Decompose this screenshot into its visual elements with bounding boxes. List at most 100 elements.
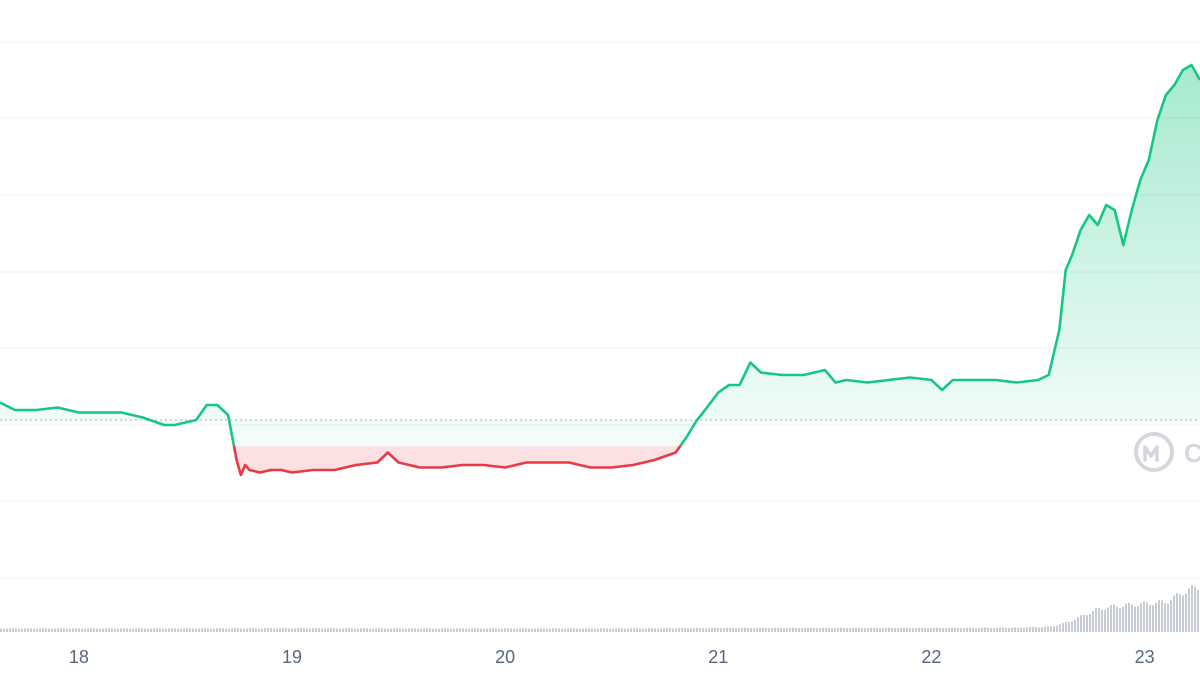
volume-bar [438, 628, 440, 632]
volume-bar [135, 628, 137, 632]
volume-bar [27, 628, 29, 632]
volume-bar [780, 627, 782, 632]
volume-bar [744, 627, 746, 632]
volume-bar [237, 628, 239, 632]
volume-bar [684, 628, 686, 632]
volume-bar [762, 627, 764, 632]
volume-bar [750, 628, 752, 632]
volume-bar [996, 627, 998, 632]
volume-bar [1113, 604, 1115, 632]
volume-bar [1107, 607, 1109, 632]
volume-bar [1074, 619, 1076, 632]
volume-bar [846, 628, 848, 632]
volume-bar [129, 628, 131, 632]
volume-bar [963, 628, 965, 632]
volume-bar [1197, 590, 1199, 632]
volume-bar [729, 627, 731, 632]
volume-bar [258, 628, 260, 632]
volume-bars [0, 585, 1199, 632]
volume-bar [210, 628, 212, 632]
volume-bar [306, 628, 308, 632]
volume-bar [57, 628, 59, 632]
volume-bar [681, 627, 683, 632]
volume-bar [561, 628, 563, 632]
volume-bar [660, 628, 662, 632]
volume-bar [585, 628, 587, 632]
volume-bar [537, 628, 539, 632]
volume-bar [687, 628, 689, 632]
volume-bar [1053, 626, 1055, 632]
volume-bar [948, 627, 950, 632]
volume-bar [339, 628, 341, 632]
volume-bar [957, 628, 959, 632]
volume-bar [315, 628, 317, 632]
volume-bar [273, 628, 275, 632]
volume-bar [897, 628, 899, 632]
volume-bar [477, 628, 479, 632]
volume-bar [747, 627, 749, 632]
volume-bar [855, 627, 857, 632]
volume-bar [765, 628, 767, 632]
volume-bar [123, 628, 125, 632]
volume-bar [255, 628, 257, 632]
volume-bar [30, 628, 32, 632]
volume-bar [984, 627, 986, 632]
volume-bar [621, 628, 623, 632]
volume-bar [297, 628, 299, 632]
volume-bar [378, 628, 380, 632]
volume-bar [105, 628, 107, 632]
volume-bar [531, 628, 533, 632]
volume-bar [876, 627, 878, 632]
volume-bar [606, 628, 608, 632]
volume-bar [900, 628, 902, 632]
volume-bar [549, 628, 551, 632]
volume-bar [495, 628, 497, 632]
volume-bar [396, 628, 398, 632]
volume-bar [591, 628, 593, 632]
volume-bar [837, 627, 839, 632]
x-tick-label: 23 [1135, 647, 1155, 667]
volume-bar [993, 628, 995, 632]
volume-bar [279, 628, 281, 632]
volume-bar [387, 628, 389, 632]
price-area-below [233, 446, 681, 475]
x-tick-label: 19 [282, 647, 302, 667]
volume-bar [1125, 603, 1127, 632]
volume-bar [1152, 605, 1154, 632]
volume-bar [1104, 609, 1106, 632]
volume-bar [813, 628, 815, 632]
volume-bar [843, 627, 845, 632]
volume-bar [345, 628, 347, 632]
volume-bar [888, 627, 890, 632]
volume-bar [573, 628, 575, 632]
volume-bar [1146, 602, 1148, 632]
volume-bar [630, 628, 632, 632]
volume-bar [390, 628, 392, 632]
volume-bar [1182, 595, 1184, 632]
volume-bar [501, 628, 503, 632]
volume-bar [450, 628, 452, 632]
volume-bar [954, 627, 956, 632]
volume-bar [609, 628, 611, 632]
volume-bar [708, 628, 710, 632]
volume-bar [159, 628, 161, 632]
volume-bar [162, 628, 164, 632]
volume-bar [33, 628, 35, 632]
volume-bar [1140, 603, 1142, 632]
volume-bar [1002, 627, 1004, 632]
volume-bar [951, 627, 953, 632]
volume-bar [1029, 627, 1031, 632]
volume-bar [939, 627, 941, 632]
volume-bar [555, 628, 557, 632]
volume-bar [1131, 604, 1133, 632]
volume-bar [408, 628, 410, 632]
volume-bar [618, 628, 620, 632]
volume-bar [411, 628, 413, 632]
volume-bar [360, 628, 362, 632]
price-area-above [0, 65, 1200, 446]
volume-bar [861, 628, 863, 632]
volume-bar [774, 627, 776, 632]
volume-bar [153, 628, 155, 632]
volume-bar [213, 628, 215, 632]
